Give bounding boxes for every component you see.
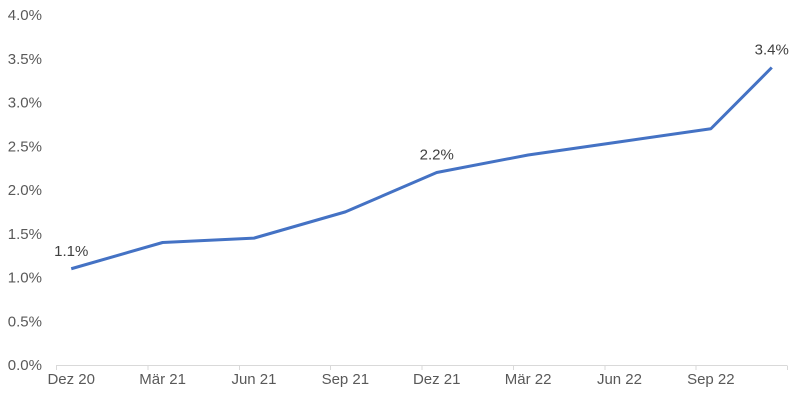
x-axis-tick-label: Sep 22 — [687, 371, 735, 388]
x-axis-tick-label: Jun 22 — [597, 371, 642, 388]
data-label: 3.4% — [755, 42, 789, 59]
x-axis-tick-label: Sep 21 — [322, 371, 370, 388]
y-axis-tick-label: 2.0% — [8, 182, 42, 199]
x-axis-tick-label: Dez 20 — [47, 371, 95, 388]
y-axis-tick-label: 0.0% — [8, 357, 42, 374]
x-axis-tick-label: Dez 21 — [413, 371, 461, 388]
x-axis-tick-label: Mär 21 — [139, 371, 186, 388]
y-axis-tick-label: 3.0% — [8, 95, 42, 112]
y-axis-tick-label: 3.5% — [8, 51, 42, 68]
data-label: 1.1% — [54, 243, 88, 260]
y-axis-tick-label: 1.0% — [8, 270, 42, 287]
y-axis-tick-label: 2.5% — [8, 138, 42, 155]
y-axis-tick-label: 0.5% — [8, 313, 42, 330]
x-axis-tick-label: Mär 22 — [505, 371, 552, 388]
y-axis-tick-label: 4.0% — [8, 7, 42, 24]
data-label: 2.2% — [420, 147, 454, 164]
series-line — [70, 66, 773, 271]
y-axis-tick-label: 1.5% — [8, 226, 42, 243]
x-axis-tick-label: Jun 21 — [231, 371, 276, 388]
